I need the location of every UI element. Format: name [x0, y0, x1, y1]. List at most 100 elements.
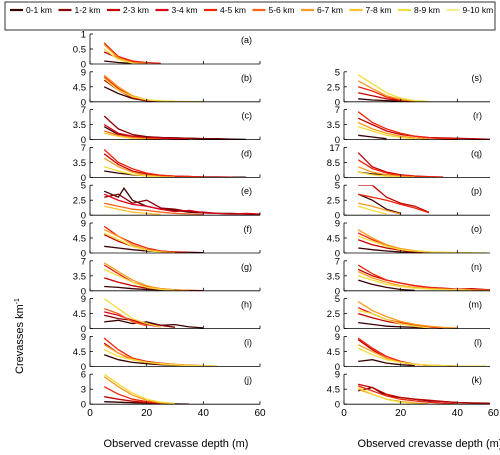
y-tick-label: 0 [335, 286, 340, 297]
panel-label: (j) [244, 375, 252, 385]
panel-label: (l) [474, 337, 482, 347]
panel-label: (h) [241, 300, 252, 310]
series-line [358, 205, 387, 215]
series-line [103, 115, 232, 140]
series-line [357, 80, 415, 102]
series-group [357, 111, 490, 140]
y-tick-label: 7 [335, 105, 340, 116]
series-group [357, 383, 490, 405]
panel: 7 3.5 0 (d) [73, 143, 261, 184]
legend: 0-1 km 1-2 km 2-3 km 3-4 km 4-5 km 5-6 km 6-7 … [4, 1, 496, 31]
series-line [357, 301, 458, 329]
y-tick-label: 3.5 [73, 271, 86, 282]
panel-label: (r) [473, 111, 482, 121]
series-line [103, 386, 176, 405]
series-line [103, 268, 176, 291]
y-tick-label: 0 [335, 400, 340, 411]
x-tick-label: 0 [341, 408, 347, 419]
series-line [103, 42, 161, 64]
y-tick-label: 0 [335, 249, 340, 260]
x-axis-label-right: Observed crevasse depth (m) [358, 438, 500, 450]
series-group [357, 301, 458, 329]
panel-label: (o) [471, 224, 482, 234]
y-tick-label: 8.5 [327, 158, 340, 169]
y-tick-label: 0.5 [73, 45, 86, 56]
series-group [103, 262, 204, 291]
series-line [358, 279, 415, 291]
series-group [357, 264, 490, 291]
series-line [103, 149, 204, 178]
y-tick-label: 9 [335, 219, 340, 230]
panel: 17 8.5 0 (q) [327, 143, 490, 184]
y-tick-label: 0 [81, 324, 86, 335]
y-axis-label-text: Crevasses km [14, 304, 26, 374]
y-tick-label: 0 [335, 324, 340, 335]
y-axis-label-exponent: -1 [14, 298, 21, 304]
y-tick-label: 0 [81, 135, 86, 146]
series-line [103, 229, 176, 253]
legend-label: 6-7 km [317, 5, 343, 15]
y-tick-label: 0 [81, 249, 86, 260]
panel: 5 2.5 0 (m) [327, 294, 490, 335]
series-line [103, 77, 204, 102]
y-tick-label: 0 [81, 60, 86, 71]
series-line [103, 337, 218, 367]
panel-label: (i) [244, 337, 252, 347]
series-line [103, 48, 133, 64]
y-tick-label: 17 [329, 143, 340, 154]
panel: 7 3.5 0 (r) [327, 105, 490, 146]
panel-label: (n) [471, 262, 482, 272]
series-group [103, 187, 260, 216]
series-group [103, 42, 161, 64]
x-tick-label: 40 [452, 408, 464, 419]
series-line [358, 202, 401, 215]
series-line [103, 193, 260, 215]
panels: 1 0.5 0 (a) 9 4.5 0 (b) 7 3.5 0 (c) 7 3.5 0 (d) 5 2.5 0 (e)… [73, 30, 500, 420]
panel-label: (b) [241, 73, 252, 83]
panel: 9 4.5 0 (k) 0 20 40 60 [327, 370, 500, 420]
series-line [103, 232, 161, 253]
y-tick-label: 2.5 [327, 196, 340, 207]
legend-label: 1-2 km [75, 5, 101, 15]
series-line [358, 359, 415, 367]
series-line [103, 264, 190, 291]
y-tick-label: 9 [81, 332, 86, 343]
y-tick-label: 6 [81, 370, 86, 381]
series-line [104, 319, 204, 329]
y-tick-label: 9 [81, 219, 86, 230]
y-tick-label: 1 [81, 30, 86, 41]
series-line [358, 247, 430, 253]
legend-label: 5-6 km [269, 5, 295, 15]
series-line [103, 374, 176, 405]
series-group [103, 298, 204, 329]
series-group [103, 74, 204, 102]
y-tick-label: 5 [335, 67, 340, 78]
legend-box [4, 1, 496, 31]
series-group [103, 115, 246, 140]
series-line [104, 130, 161, 140]
y-tick-label: 3.5 [327, 271, 340, 282]
y-axis-label: Crevasses km-1 [14, 298, 26, 374]
y-tick-label: 4.5 [327, 347, 340, 358]
series-line [357, 385, 458, 405]
y-tick-label: 7 [81, 105, 86, 116]
series-line [103, 376, 176, 405]
panel: 1 0.5 0 (a) [73, 30, 261, 71]
x-tick-label: 0 [87, 408, 93, 419]
y-tick-label: 2.5 [73, 196, 86, 207]
series-line [358, 275, 472, 291]
series-group [357, 229, 486, 253]
legend-label: 9-10 km [463, 5, 494, 15]
y-tick-label: 9 [81, 67, 86, 78]
legend-label: 7-8 km [366, 5, 392, 15]
x-tick-label: 20 [395, 408, 407, 419]
panel: 9 4.5 0 (i) [73, 332, 261, 373]
y-tick-label: 3.5 [327, 120, 340, 131]
legend-label: 2-3 km [123, 5, 149, 15]
series-line [358, 185, 430, 213]
series-group [103, 149, 246, 178]
panel-label: (k) [472, 375, 483, 385]
x-tick-label: 60 [488, 408, 500, 419]
series-group [103, 374, 190, 405]
